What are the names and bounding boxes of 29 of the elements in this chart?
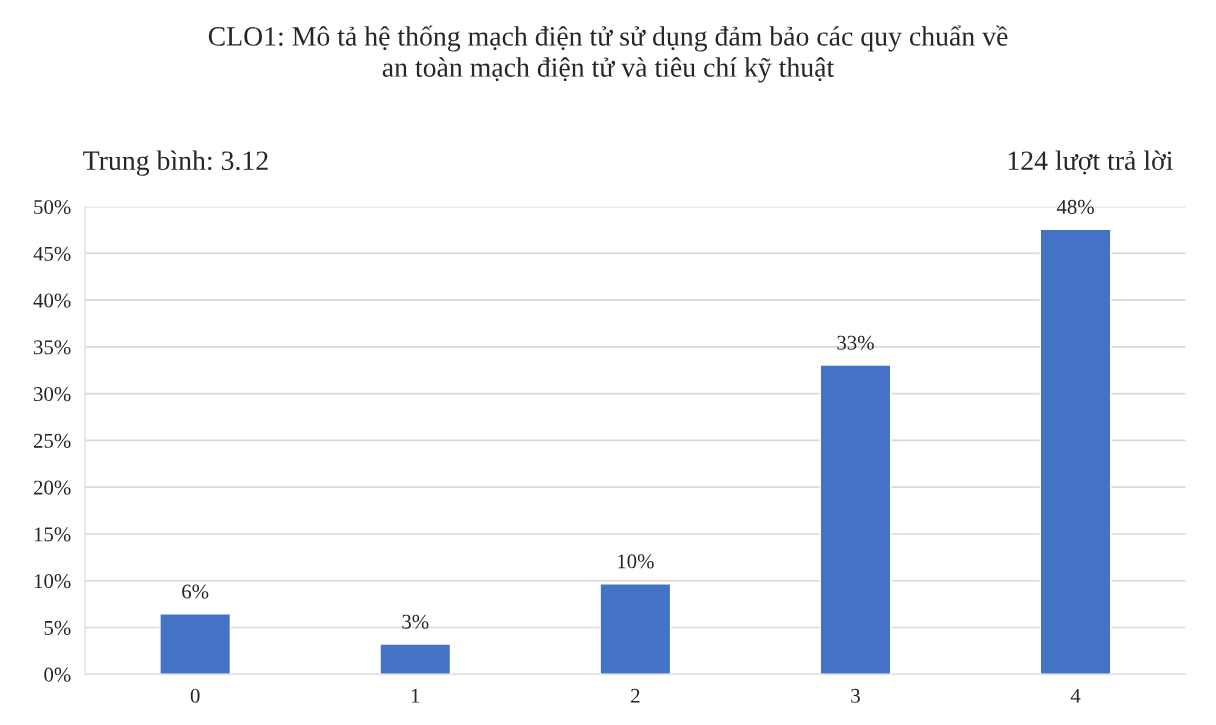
text: 124 lượt trả lời: [1008, 150, 1173, 175]
text: Trung bình: 3.12: [83, 150, 268, 176]
y-tick-label: 5%: [44, 620, 71, 635]
x-tick-label: 4: [1070, 688, 1081, 703]
x-tick-label: 3: [851, 688, 860, 703]
y-tick-label: 35%: [34, 340, 71, 355]
y-tick-label: 45%: [33, 246, 71, 261]
y-tick-label: 50%: [34, 200, 71, 215]
data-label: 33%: [837, 335, 874, 350]
y-tick-label: 0%: [44, 667, 71, 682]
bar: [819, 364, 892, 675]
bar: [1039, 228, 1112, 675]
y-tick-label: 15%: [34, 527, 71, 542]
y-tick-label: 25%: [33, 433, 71, 448]
x-tick-label: 2: [631, 688, 640, 703]
y-tick-label: 40%: [33, 293, 71, 308]
data-label: 10%: [618, 554, 654, 569]
y-tick-label: 20%: [33, 480, 71, 495]
x-tick-label: 1: [411, 688, 420, 703]
y-tick-label: 30%: [34, 387, 71, 402]
bar: [379, 643, 452, 675]
data-label: 6%: [182, 584, 209, 599]
data-label: 3%: [402, 614, 429, 629]
chart-title: CLO1: Mô tả hệ thống mạch điện tử sử dụng đảm bảo các quy chuẩn về an toàn mạch điện tử và tiêu chí kỹ thuật: [208, 25, 1008, 83]
bar: [159, 613, 232, 675]
x-tick-label: 0: [190, 688, 200, 703]
bar: [599, 583, 672, 675]
data-label: 48%: [1056, 199, 1094, 214]
y-tick-label: 10%: [34, 574, 71, 589]
